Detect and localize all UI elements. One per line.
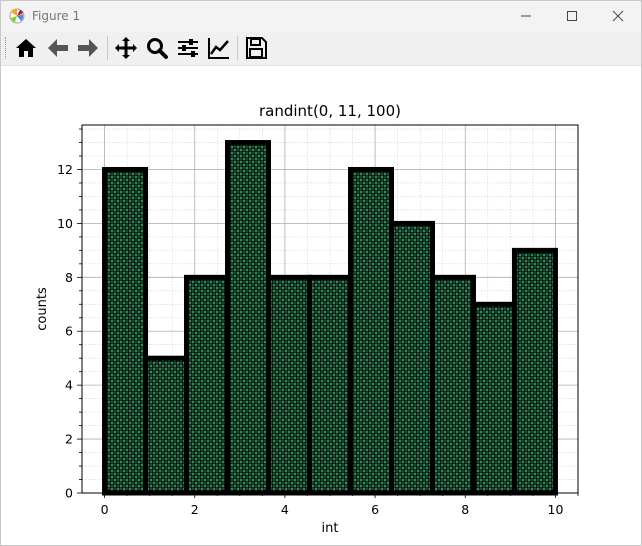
histogram-bar — [511, 247, 558, 496]
home-button[interactable] — [12, 34, 40, 62]
pan-icon — [115, 37, 137, 59]
window-title: Figure 1 — [32, 9, 81, 23]
x-tick-label: 10 — [548, 502, 564, 517]
close-button[interactable] — [595, 1, 641, 31]
y-tick-label: 10 — [57, 216, 73, 231]
x-tick-label: 0 — [101, 502, 109, 517]
toolbar-separator — [237, 36, 238, 60]
histogram-bar — [306, 274, 354, 496]
minimize-icon — [521, 15, 531, 17]
y-tick-label: 4 — [65, 378, 73, 393]
configure-subplots-button[interactable] — [174, 34, 202, 62]
edit-axis-icon — [208, 38, 229, 59]
axis-ticks: 0 2 4 6 8 10 0 2 4 6 8 10 12 — [57, 128, 579, 517]
x-tick-label: 6 — [371, 502, 379, 517]
back-arrow-icon — [48, 39, 68, 57]
title-bar[interactable]: Figure 1 — [1, 1, 641, 31]
navigation-toolbar — [1, 31, 641, 66]
x-axis-label: int — [322, 521, 339, 536]
figure-canvas[interactable]: 0 2 4 6 8 10 0 2 4 6 8 10 12 randint(0, 11, 100) int… — [1, 66, 641, 545]
x-tick-label: 4 — [281, 502, 289, 517]
configure-subplots-icon — [178, 39, 198, 57]
save-icon — [246, 37, 267, 59]
toolbar-grip[interactable] — [5, 37, 9, 59]
minimize-button[interactable] — [503, 1, 549, 31]
maximize-button[interactable] — [549, 1, 595, 31]
x-tick-label: 8 — [461, 502, 469, 517]
zoom-icon — [147, 38, 168, 59]
edit-axis-button[interactable] — [205, 34, 233, 62]
y-tick-label: 0 — [65, 486, 73, 501]
close-icon — [612, 10, 624, 22]
histogram-bar — [389, 220, 435, 496]
histogram-bar — [143, 355, 190, 496]
histogram-bar — [429, 274, 476, 496]
maximize-icon — [567, 11, 577, 21]
forward-arrow-icon — [78, 39, 98, 57]
back-button[interactable] — [44, 34, 72, 62]
y-axis-label: counts — [35, 287, 50, 331]
pan-button[interactable] — [112, 34, 140, 62]
y-tick-label: 2 — [65, 432, 73, 447]
toolbar-separator — [107, 36, 108, 60]
histogram-bar — [470, 301, 517, 496]
histogram-bar — [225, 140, 271, 496]
histogram-bar — [265, 274, 312, 496]
x-tick-label: 2 — [191, 502, 199, 517]
plot-title: randint(0, 11, 100) — [259, 102, 401, 120]
zoom-button[interactable] — [143, 34, 171, 62]
matplotlib-icon — [9, 8, 25, 24]
save-button[interactable] — [242, 34, 270, 62]
y-tick-label: 12 — [57, 162, 73, 177]
histogram-plot: 0 2 4 6 8 10 0 2 4 6 8 10 12 randint(0, 11, 100) int… — [35, 102, 579, 536]
home-icon — [16, 39, 36, 57]
histogram-bar — [184, 274, 231, 496]
y-tick-label: 8 — [65, 270, 73, 285]
histogram-bar — [348, 166, 395, 496]
y-tick-label: 6 — [65, 324, 73, 339]
forward-button[interactable] — [74, 34, 102, 62]
histogram-bar — [102, 166, 149, 496]
